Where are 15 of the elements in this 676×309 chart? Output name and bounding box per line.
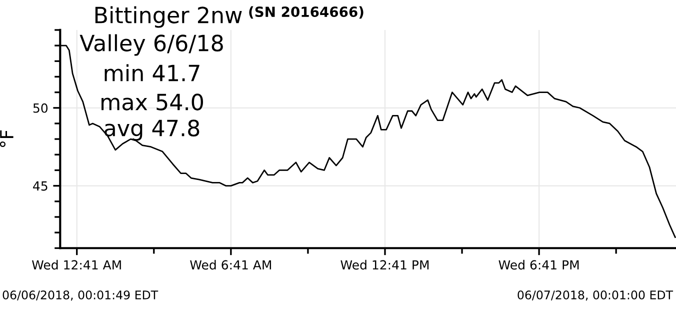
annotation: max 54.0 <box>102 94 204 110</box>
y-axis-title: °F <box>0 130 14 148</box>
chart-subtitle: (SN 20164666) <box>249 6 364 19</box>
annotation: Valley 6/6/18 <box>80 34 223 56</box>
chart-title: Bittinger 2nw <box>95 6 242 28</box>
y-tick-label: 45 <box>33 181 48 191</box>
y-tick-label: 50 <box>33 103 48 113</box>
text: 06/07/2018, 00:01:00 EDT <box>518 290 674 301</box>
x-tick-label: Wed 6:41 PM <box>498 260 579 270</box>
annotation: avg 47.8 <box>104 120 200 141</box>
x-tick-label: Wed 12:41 AM <box>32 260 121 270</box>
x-tick-label: Wed 12:41 PM <box>340 260 429 270</box>
text: 06/06/2018, 00:01:49 EDT <box>2 290 158 301</box>
annotation: min 41.7 <box>104 64 200 82</box>
x-tick-label: Wed 6:41 AM <box>190 260 271 270</box>
